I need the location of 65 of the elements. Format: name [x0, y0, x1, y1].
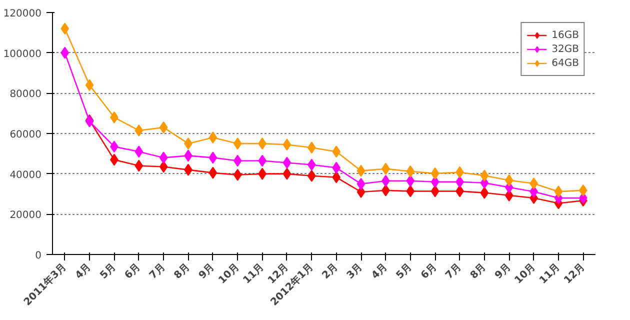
point: [233, 138, 242, 150]
point: [332, 162, 341, 174]
y-tick-label: 0: [35, 250, 42, 262]
point: [430, 185, 440, 198]
point: [159, 152, 168, 164]
x-tick-label: 10月: [512, 262, 538, 286]
x-tick-label: 11月: [241, 262, 266, 286]
point: [233, 168, 242, 181]
point: [134, 146, 144, 158]
point: [60, 46, 70, 59]
point: [282, 156, 292, 169]
point: [134, 160, 144, 172]
x-tick-label: 5月: [98, 262, 118, 282]
y-tick-label: 100000: [3, 48, 42, 60]
point: [85, 79, 94, 92]
point: [504, 174, 514, 186]
x-tick-label: 11月: [538, 262, 562, 286]
x-tick-label: 3月: [345, 262, 365, 282]
point: [307, 170, 316, 182]
point: [480, 186, 489, 199]
point: [282, 168, 292, 180]
point: [307, 142, 316, 154]
x-tick-label: 6月: [123, 262, 143, 282]
x-tick-label: 5月: [394, 262, 414, 282]
point: [332, 171, 341, 184]
y-tick-label: 120000: [3, 8, 42, 20]
legend-label: 64GB: [552, 56, 579, 70]
x-tick-label: 4月: [74, 262, 94, 282]
point: [480, 170, 489, 182]
x-tick-label: 12月: [562, 262, 588, 286]
point: [60, 22, 70, 35]
x-tick-label: 6月: [419, 262, 439, 282]
x-tick-label: 4月: [370, 262, 390, 282]
point: [578, 184, 588, 196]
point: [356, 178, 366, 190]
x-tick-label: 10月: [216, 262, 242, 286]
x-tick-label: 2月: [320, 262, 340, 282]
point: [208, 132, 218, 144]
point: [406, 174, 415, 187]
point: [208, 152, 218, 164]
point: [554, 186, 563, 198]
point: [406, 165, 415, 178]
point: [159, 160, 168, 173]
legend-label: 16GB: [552, 28, 579, 42]
point: [159, 121, 168, 134]
point: [134, 124, 144, 136]
y-tick-label: 80000: [10, 89, 42, 100]
x-tick-label: 9月: [197, 262, 217, 282]
point: [307, 158, 316, 171]
point: [233, 154, 242, 167]
x-tick-label: 7月: [148, 262, 168, 282]
x-tick-label: 7月: [444, 262, 464, 282]
point: [406, 185, 415, 198]
point: [332, 146, 341, 158]
y-tick-label: 40000: [10, 170, 42, 181]
y-tick-label: 20000: [10, 210, 42, 222]
point: [282, 138, 292, 151]
point: [356, 164, 366, 177]
x-tick-label: 8月: [172, 262, 192, 282]
legend-label: 32GB: [552, 42, 579, 56]
y-tick-label: 60000: [10, 130, 42, 140]
point: [430, 167, 440, 180]
x-tick-label: 8月: [468, 262, 488, 282]
point: [208, 166, 218, 179]
x-tick-label: 9月: [493, 262, 514, 282]
